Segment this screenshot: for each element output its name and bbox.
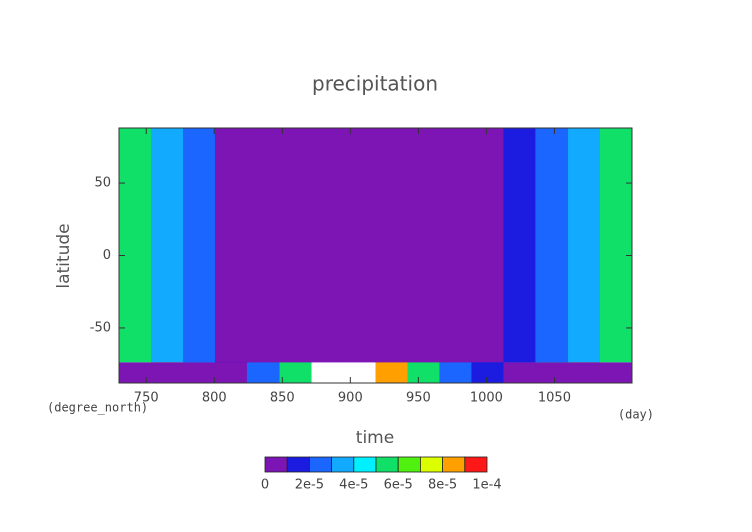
x-tick-label: 1000 [470,391,503,406]
cell [535,128,569,363]
colorbar-tick-label: 1e-4 [472,478,501,493]
x-tick-label: 850 [270,391,295,406]
cell [119,128,152,363]
colorbar-tick-label: 0 [261,478,269,493]
chart-title: precipitation [312,72,438,96]
cell [407,128,440,363]
cell [343,128,376,363]
y-tick-label: 50 [94,176,111,191]
y-axis-label: latitude [54,223,74,288]
x-tick-label: 1050 [538,391,571,406]
cell [503,128,536,363]
cell [214,128,248,363]
cell [375,128,408,363]
colorbar-box [419,456,443,473]
y-unit: (degree_north) [47,401,148,415]
x-tick-label: 800 [202,391,227,406]
colorbar-box [375,456,399,473]
y-tick-label: -50 [90,320,111,335]
cell [279,128,313,363]
colorbar-box [464,456,488,473]
x-axis-label: time [356,428,394,448]
colorbar-box [353,456,377,473]
colorbar-box [264,456,288,473]
y-tick-label: 0 [103,248,111,263]
cell [439,128,472,363]
x-unit: (day) [618,408,654,422]
colorbar-box [442,456,466,473]
cell [182,128,216,363]
x-tick-label: 900 [338,391,363,406]
colorbar-box [331,456,355,473]
cell [246,128,281,363]
colorbar-box [308,456,332,473]
cell [150,128,184,363]
colorbar-tick-label: 4e-5 [339,478,368,493]
colorbar-tick-label: 2e-5 [295,478,324,493]
x-tick-label: 750 [134,391,159,406]
colorbar-box [286,456,310,473]
colorbar-tick-label: 6e-5 [384,478,413,493]
colorbar-tick-label: 8e-5 [428,478,457,493]
colorbar-box [397,456,421,473]
cell [311,128,345,363]
cell [471,128,504,363]
cell [568,128,601,363]
cell [600,128,633,363]
x-tick-label: 950 [406,391,431,406]
